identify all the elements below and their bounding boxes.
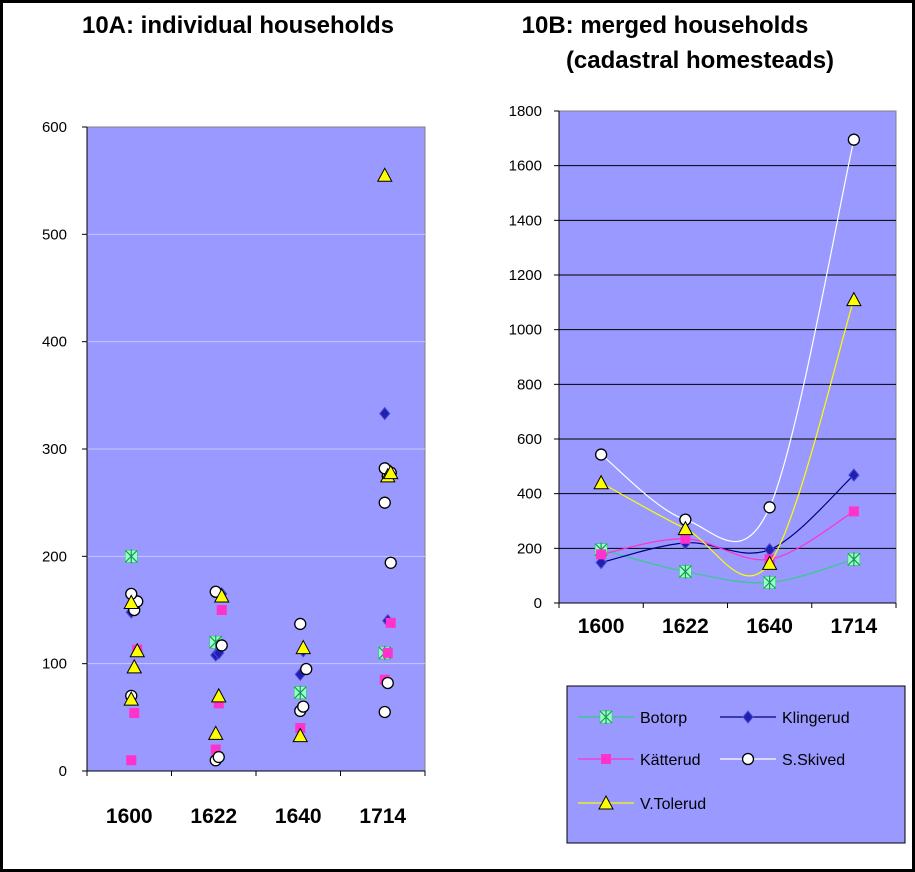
chart-a-y-tick-label: 600 (42, 119, 67, 136)
chart-a-point-v-tolerud (376, 167, 393, 182)
chart-a-point-s-skived (300, 662, 313, 676)
chart-b-x-tick-label: 1714 (831, 615, 878, 638)
chart-a-point-katterud (385, 617, 396, 628)
chart-a-point-botorp (124, 549, 138, 564)
chart-a-y-tick-label: 300 (42, 441, 67, 458)
chart-a-y-tick-label: 200 (42, 548, 67, 565)
chart-b-point-s-skived (847, 133, 861, 146)
legend-swatch-marker-botorp (599, 710, 613, 724)
chart-a-point-katterud (382, 647, 393, 658)
legend-label-v-tolerud: V.Tolerud (640, 796, 706, 813)
legend-item-v-tolerud: V.Tolerud (578, 794, 706, 813)
chart-b-point-v-tolerud (593, 474, 609, 490)
legend-label-katterud: Kätterud (640, 752, 700, 769)
legend-swatch-marker-klingerud (742, 710, 754, 724)
chart-b-y-tick-label: 1600 (509, 158, 542, 175)
chart-b-point-s-skived (594, 448, 608, 461)
chart-a-y-tick-label: 500 (42, 226, 67, 243)
chart-a-point-s-skived (378, 496, 391, 509)
chart-a-point-s-skived (294, 617, 307, 631)
chart-b-y-tick-label: 800 (517, 376, 542, 393)
chart-a-point-katterud (126, 755, 137, 766)
legend-label-s-skived: S.Skived (782, 752, 845, 769)
chart-a-title: 10A: individual households (82, 12, 394, 39)
chart-b-plot-area (558, 110, 897, 604)
chart-a-point-v-tolerud (213, 587, 230, 603)
chart-b-y-tick-label: 200 (517, 540, 542, 557)
chart-a-point-katterud (216, 605, 227, 615)
chart-b-y-tick-label: 1400 (509, 212, 542, 229)
chart-b-y-tick-label: 600 (517, 431, 542, 448)
chart-a-point-botorp (293, 685, 307, 700)
chart-b-point-v-tolerud (761, 555, 778, 570)
chart-a-point-v-tolerud (126, 658, 143, 674)
chart-a-point-s-skived (378, 705, 391, 719)
chart-a-point-s-skived (384, 556, 397, 569)
chart-a-point-v-tolerud (207, 725, 224, 740)
legend-label-klingerud: Klingerud (782, 710, 850, 727)
chart-b-legend: Botorp Klingerud Kätterud S.Skived V.Tolerud (566, 685, 906, 844)
chart-b: 0 200 400 600 800 1000 1200 1400 1600 1800 1600 162… (509, 103, 897, 638)
chart-a-y-tick-label: 400 (42, 334, 67, 351)
legend-label-botorp: Botorp (640, 710, 687, 727)
chart-b-series-line-v-tolerud (600, 299, 855, 577)
legend-item-botorp: Botorp (578, 710, 687, 727)
chart-a-point-s-skived (297, 700, 310, 713)
chart-a-point-v-tolerud (382, 464, 399, 480)
chart-a: 0 100 200 300 400 500 600 1600 1622 1640 1714 (42, 119, 426, 828)
chart-b-x-tick-label: 1640 (746, 615, 793, 638)
chart-b-y-tick-label: 400 (517, 486, 542, 503)
chart-a-point-v-tolerud (123, 594, 140, 609)
chart-b-y-tick-label: 1000 (509, 322, 542, 339)
chart-b-point-s-skived (763, 501, 776, 514)
chart-a-point-klingerud (379, 406, 391, 421)
chart-b-point-botorp (847, 552, 861, 567)
chart-b-point-katterud (596, 549, 607, 560)
chart-a-x-tick-label: 1622 (190, 805, 237, 828)
chart-b-title-line-1: 10B: merged households (522, 12, 809, 39)
chart-a-x-tick-label: 1714 (359, 805, 406, 828)
chart-b-point-botorp (678, 564, 692, 579)
legend-swatch-marker-katterud (601, 754, 611, 764)
legend-item-katterud: Kätterud (578, 752, 700, 769)
chart-b-point-katterud (848, 506, 859, 517)
chart-a-y-tick-label: 100 (42, 656, 67, 673)
chart-a-x-tick-label: 1600 (106, 805, 153, 828)
legend-item-s-skived: S.Skived (720, 752, 845, 769)
chart-a-point-v-tolerud (292, 727, 309, 743)
chart-b-x-tick-label: 1600 (578, 615, 625, 638)
chart-b-title-line-2: (cadastral homesteads) (566, 47, 834, 74)
chart-a-y-tick-label: 0 (59, 763, 67, 780)
chart-a-point-v-tolerud (129, 642, 146, 658)
chart-a-point-katterud (213, 698, 224, 709)
chart-a-point-s-skived (215, 639, 228, 652)
chart-b-y-tick-label: 0 (534, 595, 542, 612)
chart-b-y-tick-label: 1800 (509, 103, 542, 120)
chart-a-point-katterud (129, 708, 140, 719)
chart-b-series-line-botorp (600, 549, 855, 584)
chart-a-point-s-skived (381, 676, 394, 690)
chart-a-point-katterud (210, 744, 221, 755)
legend-swatch-marker-v-tolerud (598, 794, 614, 810)
chart-b-series-line-katterud (601, 510, 855, 561)
chart-b-point-katterud (680, 533, 691, 544)
chart-b-point-klingerud (595, 555, 607, 570)
chart-a-point-v-tolerud (295, 639, 312, 655)
legend-swatch-marker-s-skived (741, 752, 755, 766)
chart-a-point-v-tolerud (210, 687, 227, 703)
chart-b-point-botorp (763, 575, 777, 590)
chart-b-x-tick-label: 1622 (662, 615, 709, 638)
chart-b-point-v-tolerud (677, 520, 694, 536)
legend-item-klingerud: Klingerud (720, 710, 850, 727)
chart-b-series-line-s-skived (600, 139, 855, 543)
chart-a-x-tick-label: 1640 (275, 805, 322, 828)
chart-a-point-s-skived (212, 750, 225, 764)
chart-b-series-line-klingerud (600, 474, 855, 564)
chart-a-point-v-tolerud (123, 691, 140, 706)
chart-b-point-klingerud (848, 468, 860, 482)
legend-box (566, 685, 906, 844)
chart-b-point-v-tolerud (846, 291, 862, 307)
chart-b-y-tick-label: 1200 (509, 267, 542, 284)
